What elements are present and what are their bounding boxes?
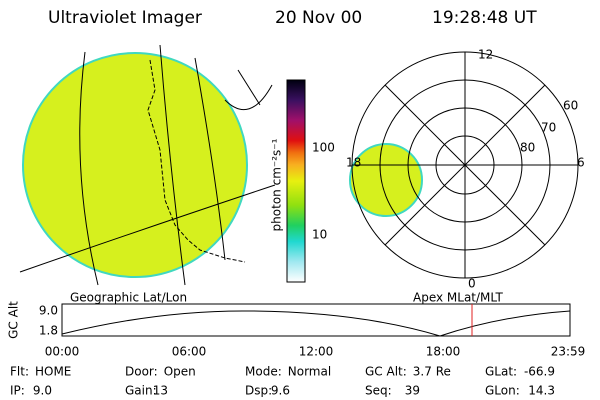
panel-label: Geographic Lat/Lon bbox=[70, 291, 187, 305]
mlat-label: 80 bbox=[520, 141, 535, 155]
status-label: Mode: bbox=[245, 365, 282, 379]
panel-label: Apex MLat/MLT bbox=[413, 291, 503, 305]
status-value: Normal bbox=[288, 365, 331, 379]
x-tick-label: 18:00 bbox=[426, 345, 461, 359]
status-label: Dsp: bbox=[245, 384, 272, 398]
altitude-frame bbox=[61, 303, 571, 337]
mlt-label: 0 bbox=[468, 277, 476, 291]
status-value: 39 bbox=[405, 384, 420, 398]
colorbar bbox=[286, 79, 306, 283]
mlat-label: 70 bbox=[541, 121, 556, 135]
status-value: 9.6 bbox=[271, 384, 290, 398]
polar-plot bbox=[349, 51, 579, 279]
status-label: IP: bbox=[10, 384, 25, 398]
colorbar-tick: 100 bbox=[312, 141, 335, 155]
status-label: GLon: bbox=[485, 384, 520, 398]
colorbar-tick: 10 bbox=[312, 228, 327, 242]
status-label: Door: bbox=[125, 365, 158, 379]
geo-image bbox=[19, 44, 276, 286]
x-tick-label: 12:00 bbox=[299, 345, 334, 359]
mlat-label: 60 bbox=[563, 99, 578, 113]
status-label: Seq: bbox=[365, 384, 392, 398]
status-label: GLat: bbox=[485, 365, 517, 379]
altitude-axis-label: GC Alt bbox=[7, 301, 21, 339]
status-value: 3.7 Re bbox=[413, 365, 451, 379]
status-value: HOME bbox=[35, 365, 71, 379]
status-value: 14.3 bbox=[528, 384, 555, 398]
status-value: 9.0 bbox=[33, 384, 52, 398]
title: Ultraviolet Imager bbox=[48, 8, 202, 28]
mlt-label: 6 bbox=[577, 156, 585, 170]
x-tick-label: 06:00 bbox=[172, 345, 207, 359]
altitude-curve bbox=[61, 310, 571, 337]
y-tick-label: 9.0 bbox=[39, 304, 58, 318]
time: 19:28:48 UT bbox=[432, 8, 537, 28]
x-tick-label: 00:00 bbox=[45, 345, 80, 359]
status-value: 13 bbox=[153, 384, 168, 398]
colorbar-label: photon cm⁻²s⁻¹ bbox=[270, 138, 284, 231]
x-tick-label: 23:59 bbox=[551, 345, 586, 359]
footer: Flt: HOME Door: Open Mode: Normal GC Alt: 3.7 R… bbox=[10, 365, 555, 398]
status-label: Gain: bbox=[125, 384, 157, 398]
date: 20 Nov 00 bbox=[275, 8, 362, 28]
status-value: -66.9 bbox=[524, 365, 555, 379]
status-label: GC Alt: bbox=[365, 365, 407, 379]
status-value: Open bbox=[164, 365, 196, 379]
status-label: Flt: bbox=[10, 365, 29, 379]
mlt-label: 12 bbox=[478, 48, 493, 62]
mlt-label: 18 bbox=[346, 156, 361, 170]
y-tick-label: 1.8 bbox=[39, 324, 58, 338]
